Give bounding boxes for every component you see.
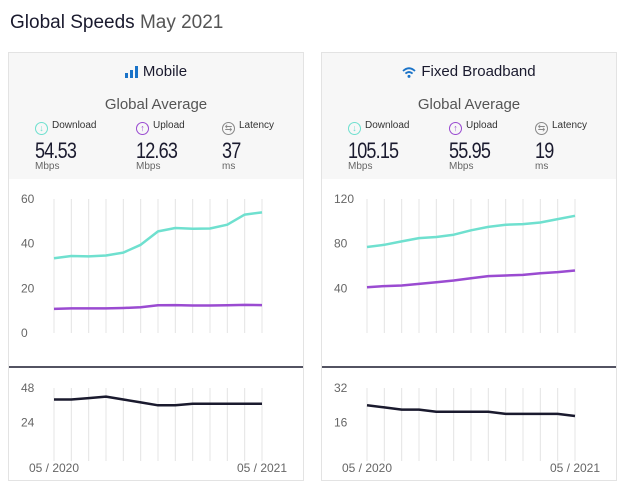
fixed-title-label: Fixed Broadband [421,63,536,80]
fixed-latency-line [366,404,576,418]
mobile-download-label: Download [52,120,97,131]
fixed-upload-metric: ↑ Upload 55.95 Mbps [449,120,499,172]
wifi-icon [402,65,416,82]
mobile-upload-line [53,303,263,311]
mobile-speed-ytick: 40 [21,237,35,251]
mobile-download-line [53,211,263,260]
fixed-download-line [366,214,576,249]
mobile-speed-ytick: 60 [21,192,35,206]
mobile-latency-label: Latency [239,120,275,131]
signal-bars-icon [124,65,138,82]
mobile-speed-ytick: 20 [21,281,35,295]
fixed-latency-label: Latency [552,120,588,131]
fixed-upload-label: Upload [466,120,498,131]
latency-swap-icon: ⇆ [535,122,548,135]
fixed-upload-unit: Mbps [449,161,474,172]
mobile-latency-metric: ⇆ Latency 37 ms [222,120,274,172]
fixed-chart-area: 40 80 120 16 32 05 / 2020 05 / 2021 [322,179,616,480]
mobile-latency-ytick: 24 [21,416,35,430]
fixed-xtick-end: 05 / 2021 [550,461,600,475]
fixed-latency-unit: ms [535,161,549,172]
mobile-upload-label: Upload [153,120,185,131]
mobile-panel: Mobile Global Average ↓ Download 54.53 Mb… [8,52,304,481]
download-arrow-icon: ↓ [35,122,48,135]
mobile-speed-ytick: 0 [21,326,28,340]
upload-arrow-icon: ↑ [449,122,462,135]
fixed-latency-ytick: 32 [334,381,348,395]
fixed-download-metric: ↓ Download 105.15 Mbps [348,120,409,172]
latency-swap-icon: ⇆ [222,122,235,135]
fixed-upload-line [366,269,576,289]
mobile-latency-value: 37 [222,138,241,163]
fixed-panel-header: Fixed Broadband Global Average ↓ Download… [322,53,616,179]
fixed-latency-metric: ⇆ Latency 19 ms [535,120,587,172]
download-arrow-icon: ↓ [348,122,361,135]
page-title-date: May 2021 [139,12,224,33]
mobile-panel-title: Mobile [9,63,303,82]
fixed-xtick-start: 05 / 2020 [342,461,392,475]
mobile-upload-metric: ↑ Upload 12.63 Mbps [136,120,186,172]
mobile-xtick-start: 05 / 2020 [29,461,79,475]
fixed-panel-title: Fixed Broadband [322,63,616,82]
mobile-download-value: 54.53 [35,138,77,163]
upload-arrow-icon: ↑ [136,122,149,135]
mobile-latency-ytick: 48 [21,381,35,395]
page-title-main: Global Speeds [10,12,135,33]
mobile-download-unit: Mbps [35,161,60,172]
mobile-upload-unit: Mbps [136,161,161,172]
fixed-download-label: Download [365,120,410,131]
mobile-latency-line [54,395,262,407]
mobile-global-average-label: Global Average [104,96,208,113]
fixed-chart: 40 80 120 16 32 05 / 2020 05 / 2021 [322,192,616,475]
mobile-latency-unit: ms [222,161,236,172]
mobile-chart: 0 20 40 60 24 48 05 / 2020 05 / 2021 [9,192,303,475]
mobile-download-metric: ↓ Download 54.53 Mbps [35,120,96,172]
fixed-upload-value: 55.95 [449,138,491,163]
mobile-title-label: Mobile [142,63,188,80]
page-title: Global Speeds May 2021 [10,12,223,34]
fixed-speed-ytick: 80 [334,237,348,251]
fixed-download-value: 105.15 [348,138,399,163]
fixed-speed-ytick: 40 [334,281,348,295]
mobile-upload-value: 12.63 [136,138,178,163]
mobile-chart-area: 0 20 40 60 24 48 05 / 2020 05 / 2021 [9,179,303,480]
mobile-panel-header: Mobile Global Average ↓ Download 54.53 Mb… [9,53,303,179]
fixed-global-average-label: Global Average [417,96,521,113]
fixed-download-unit: Mbps [348,161,373,172]
fixed-speed-ytick: 120 [334,192,354,206]
fixed-broadband-panel: Fixed Broadband Global Average ↓ Download… [321,52,617,481]
fixed-latency-ytick: 16 [334,416,348,430]
fixed-latency-value: 19 [535,138,554,163]
mobile-xtick-end: 05 / 2021 [237,461,287,475]
